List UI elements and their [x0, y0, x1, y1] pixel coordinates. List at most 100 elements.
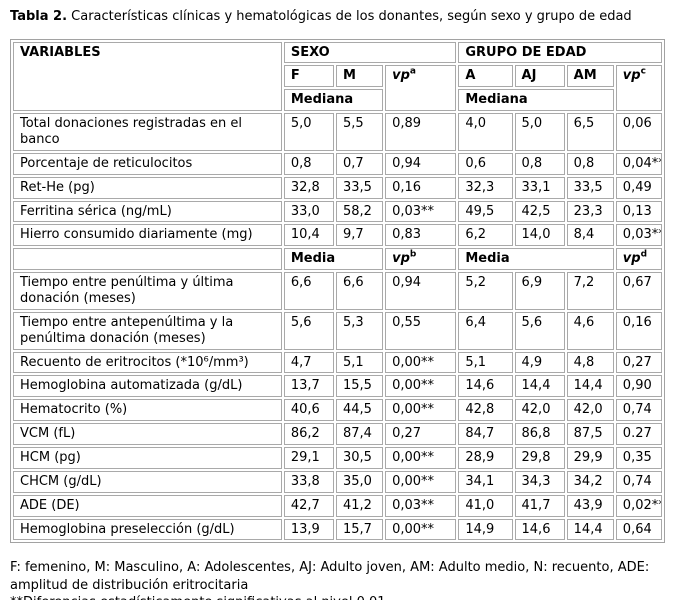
value-cell: 10,4: [283, 224, 334, 247]
value-cell: 0,00**: [385, 399, 457, 422]
value-cell: 86,8: [514, 423, 565, 446]
table-row: VCM (fL) 86,2 87,4 0,27 84,7 86,8 87,5 0.27: [13, 423, 662, 446]
empty-cell: [13, 248, 282, 271]
value-cell: 33,0: [283, 200, 334, 223]
variable-label: ADE (DE): [13, 494, 282, 517]
value-cell: 0,02**: [615, 494, 662, 517]
header-sexo: SEXO: [283, 41, 457, 64]
value-cell: 6,6: [283, 272, 334, 310]
variable-label: Hemoglobina preselección (g/dL): [13, 518, 282, 541]
value-cell: 44,5: [335, 399, 384, 422]
value-cell: 0,27: [615, 351, 662, 374]
header-col-a: A: [458, 65, 513, 88]
value-cell: 0,03**: [385, 200, 457, 223]
value-cell: 0,6: [458, 152, 513, 175]
value-cell: 58,2: [335, 200, 384, 223]
value-cell: 0,03**: [615, 224, 662, 247]
vp-label: vp: [622, 251, 641, 267]
value-cell: 42,7: [283, 494, 334, 517]
value-cell: 0,00**: [385, 518, 457, 541]
value-cell: 6,5: [566, 113, 614, 151]
subheader-row-mediana: Mediana Mediana: [13, 89, 662, 112]
table-row: Tiempo entre penúltima y última donación…: [13, 272, 662, 310]
value-cell: 86,2: [283, 423, 334, 446]
footnote-significance: **Diferencias estadísticamente significa…: [10, 594, 665, 600]
value-cell: 29,9: [566, 447, 614, 469]
vp-superscript-b: b: [409, 249, 417, 260]
header-row-columns: F M vpa A AJ AM vpc: [13, 65, 662, 112]
value-cell: 43,9: [566, 494, 614, 517]
header-col-m: M: [335, 65, 384, 88]
value-cell: 14,9: [458, 518, 513, 541]
variable-label: Tiempo entre penúltima y última donación…: [13, 272, 282, 310]
stat-label-mediana-edad: Mediana: [458, 89, 614, 112]
value-cell: 42,0: [514, 399, 565, 422]
value-cell: 32,3: [458, 176, 513, 199]
table-row: Hemoglobina preselección (g/dL) 13,9 15,7 0…: [13, 518, 662, 541]
value-cell: 0,03**: [385, 494, 457, 517]
value-cell: 0,16: [615, 311, 662, 350]
variable-label: Hierro consumido diariamente (mg): [13, 224, 282, 247]
value-cell: 34,3: [514, 470, 565, 493]
value-cell: 5,0: [514, 113, 565, 151]
variable-label: Hematocrito (%): [13, 399, 282, 422]
value-cell: 14,6: [514, 518, 565, 541]
value-cell: 9,7: [335, 224, 384, 247]
value-cell: 0,06: [615, 113, 662, 151]
value-cell: 33,8: [283, 470, 334, 493]
value-cell: 35,0: [335, 470, 384, 493]
value-cell: 5,3: [335, 311, 384, 350]
value-cell: 30,5: [335, 447, 384, 469]
value-cell: 34,2: [566, 470, 614, 493]
header-col-am: AM: [566, 65, 614, 88]
value-cell: 41,7: [514, 494, 565, 517]
stat-label-media-edad: Media: [458, 248, 614, 271]
variable-label: Hemoglobina automatizada (g/dL): [13, 375, 282, 398]
value-cell: 5,1: [335, 351, 384, 374]
vp-superscript-d: d: [640, 249, 648, 260]
table-row: Recuento de eritrocitos (*10⁶/mm³) 4,7 5,1…: [13, 351, 662, 374]
value-cell: 0,00**: [385, 351, 457, 374]
value-cell: 6,2: [458, 224, 513, 247]
variable-label: Ferritina sérica (ng/mL): [13, 200, 282, 223]
value-cell: 84,7: [458, 423, 513, 446]
value-cell: 0,83: [385, 224, 457, 247]
value-cell: 40,6: [283, 399, 334, 422]
footnotes: F: femenino, M: Masculino, A: Adolescent…: [10, 559, 665, 600]
header-grupo-de-edad: GRUPO DE EDAD: [458, 41, 662, 64]
table-caption-number: Tabla 2.: [10, 9, 68, 24]
table-row: HCM (pg) 29,1 30,5 0,00** 28,9 29,8 29,9 0,35: [13, 447, 662, 469]
value-cell: 4,0: [458, 113, 513, 151]
variable-label: HCM (pg): [13, 447, 282, 469]
table-caption-text: Características clínicas y hematológicas…: [67, 9, 632, 24]
vp-label: vp: [392, 68, 410, 84]
variable-label: Recuento de eritrocitos (*10⁶/mm³): [13, 351, 282, 374]
value-cell: 42,5: [514, 200, 565, 223]
table-row: Tiempo entre antepenúltima y la penúltim…: [13, 311, 662, 350]
header-col-vp-a: vpa: [385, 65, 457, 112]
vp-superscript-a: a: [409, 67, 416, 78]
value-cell: 5,1: [458, 351, 513, 374]
value-cell: 15,7: [335, 518, 384, 541]
value-cell: 0,35: [615, 447, 662, 469]
table-row: Porcentaje de reticulocitos 0,8 0,7 0,94 0,6…: [13, 152, 662, 175]
value-cell: 5,2: [458, 272, 513, 310]
header-col-aj: AJ: [514, 65, 565, 88]
value-cell: 6,9: [514, 272, 565, 310]
value-cell: 14,4: [566, 375, 614, 398]
value-cell: 28,9: [458, 447, 513, 469]
value-cell: 33,5: [335, 176, 384, 199]
value-cell: 4,9: [514, 351, 565, 374]
value-cell: 13,9: [283, 518, 334, 541]
value-cell: 4,7: [283, 351, 334, 374]
table-row: Hemoglobina automatizada (g/dL) 13,7 15,5 0…: [13, 375, 662, 398]
value-cell: 6,6: [335, 272, 384, 310]
header-col-vp-c: vpc: [615, 65, 662, 112]
value-cell: 0,55: [385, 311, 457, 350]
header-col-vp-b: vpb: [385, 248, 457, 271]
value-cell: 34,1: [458, 470, 513, 493]
value-cell: 13,7: [283, 375, 334, 398]
value-cell: 7,2: [566, 272, 614, 310]
value-cell: 0,00**: [385, 470, 457, 493]
